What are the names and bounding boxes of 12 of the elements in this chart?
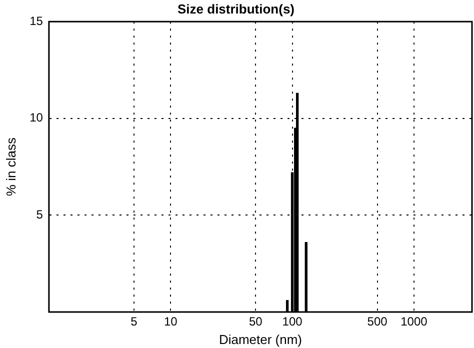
- x-axis-title: Diameter (nm): [218, 332, 302, 347]
- x-tick-label: 10: [164, 314, 178, 329]
- x-tick-label: 1000: [400, 314, 428, 329]
- y-axis-title: % in class: [3, 137, 18, 196]
- y-tick-label: 15: [30, 14, 44, 28]
- x-tick-label: 50: [248, 314, 263, 329]
- x-tick-label: 500: [367, 314, 388, 329]
- chart-title: Size distribution(s): [178, 1, 294, 16]
- y-tick-label: 10: [30, 110, 44, 125]
- x-tick-label: 100: [282, 314, 303, 329]
- y-tick-label: 5: [36, 208, 44, 222]
- x-tick-label: 5: [130, 314, 138, 329]
